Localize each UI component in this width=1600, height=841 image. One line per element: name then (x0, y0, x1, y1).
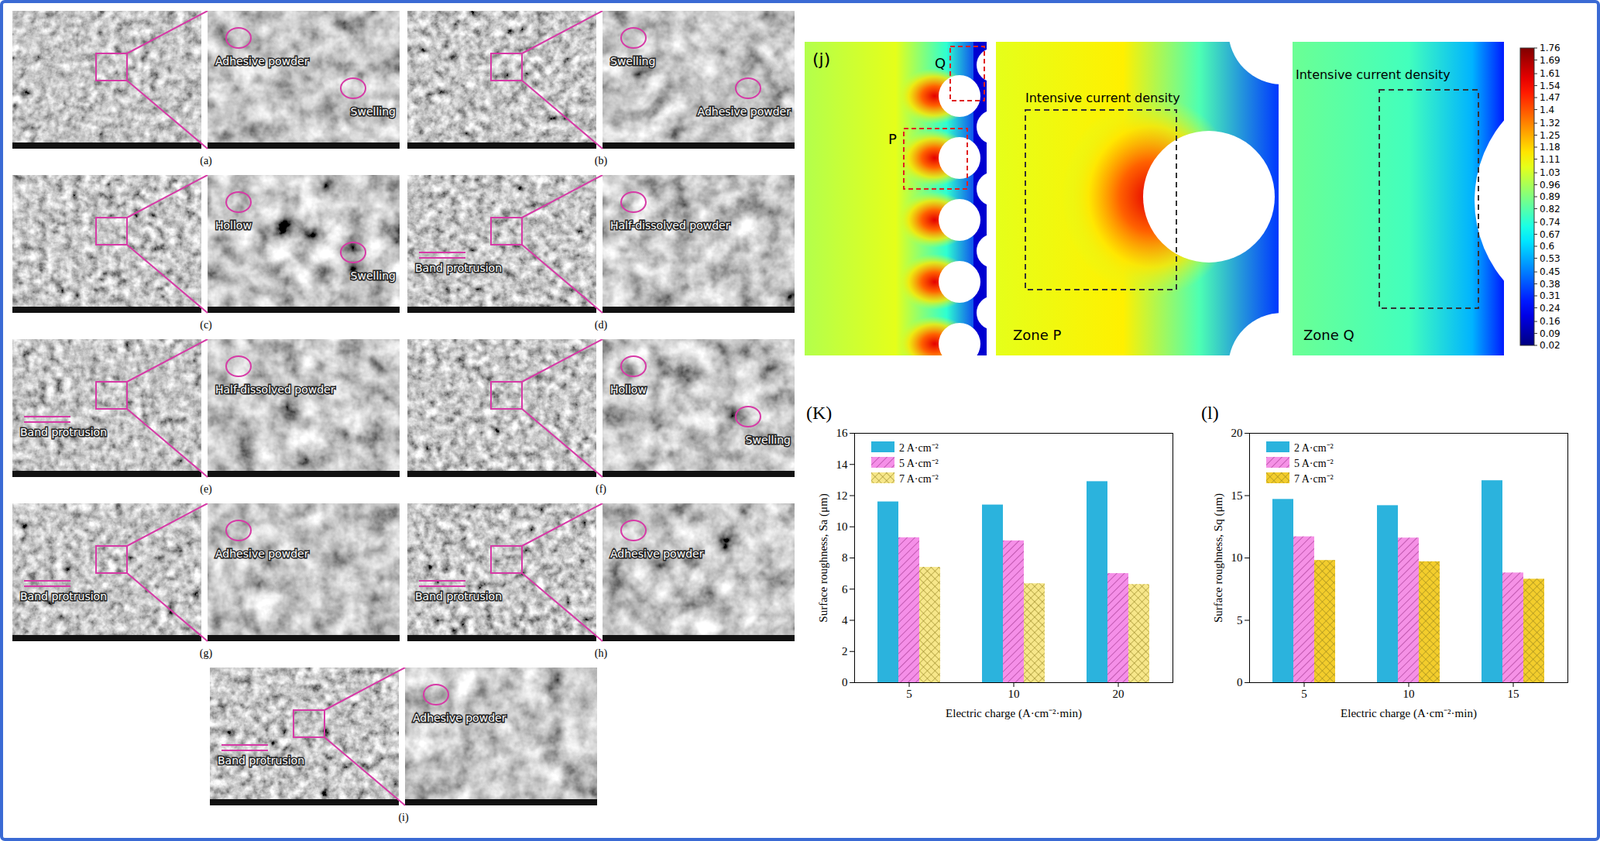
svg-text:Adhesive powder: Adhesive powder (215, 54, 310, 68)
svg-text:15: 15 (1507, 687, 1520, 701)
html-text:5 A·cm⁻²: 5 A·cm⁻² (899, 457, 939, 469)
svg-text:15: 15 (1231, 489, 1243, 502)
svg-text:0.24: 0.24 (1539, 302, 1561, 314)
svg-text:0.02: 0.02 (1539, 339, 1561, 351)
svg-text:Intensive current density: Intensive current density (1295, 67, 1451, 83)
svg-text:8: 8 (841, 551, 849, 564)
svg-text:Half-dissolved powder: Half-dissolved powder (610, 219, 731, 232)
html-text:7 A·cm⁻²: 7 A·cm⁻² (899, 472, 939, 485)
svg-text:Hollow: Hollow (610, 383, 647, 396)
svg-text:1.11: 1.11 (1539, 154, 1561, 165)
svg-text:6: 6 (841, 583, 849, 596)
svg-text:(e): (e) (199, 483, 213, 496)
html-text:2 A·cm⁻²: 2 A·cm⁻² (1294, 441, 1334, 454)
svg-text:(g): (g) (199, 647, 213, 660)
svg-text:5: 5 (1236, 614, 1243, 627)
svg-text:0.16: 0.16 (1539, 315, 1561, 327)
svg-text:Band protrusion: Band protrusion (217, 754, 305, 767)
svg-text:0.82: 0.82 (1539, 203, 1561, 215)
svg-text:(f): (f) (595, 483, 607, 496)
svg-text:Swelling: Swelling (610, 54, 656, 68)
svg-text:0.74: 0.74 (1539, 216, 1561, 228)
html-text:5 A·cm⁻²: 5 A·cm⁻² (1294, 457, 1334, 469)
svg-text:Swelling: Swelling (350, 269, 396, 282)
svg-text:1.03: 1.03 (1539, 167, 1561, 179)
svg-text:Q: Q (934, 54, 946, 72)
svg-text:Swelling: Swelling (350, 105, 396, 118)
svg-text:Swelling: Swelling (745, 433, 791, 447)
svg-text:0.45: 0.45 (1539, 266, 1561, 278)
svg-text:5: 5 (1301, 687, 1308, 701)
svg-text:0: 0 (841, 676, 849, 689)
svg-text:1.47: 1.47 (1539, 92, 1561, 104)
svg-text:20: 20 (1231, 426, 1243, 440)
svg-text:(c): (c) (199, 319, 213, 332)
svg-text:1.32: 1.32 (1539, 117, 1561, 129)
svg-text:0.6: 0.6 (1539, 240, 1555, 252)
svg-text:Band protrusion: Band protrusion (415, 590, 502, 603)
svg-text:Band protrusion: Band protrusion (20, 590, 107, 603)
html-text:(K): (K) (806, 402, 832, 423)
svg-text:2: 2 (841, 645, 849, 658)
svg-text:(h): (h) (594, 647, 608, 660)
svg-text:16: 16 (836, 426, 849, 440)
svg-text:(a): (a) (199, 154, 213, 168)
svg-text:12: 12 (836, 489, 849, 502)
svg-text:1.4: 1.4 (1539, 104, 1555, 116)
svg-text:P: P (888, 130, 897, 148)
svg-text:Electric charge (A·cm⁻²·min): Electric charge (A·cm⁻²·min) (1340, 707, 1477, 721)
svg-text:1.69: 1.69 (1539, 54, 1561, 66)
svg-text:10: 10 (1008, 687, 1020, 701)
svg-text:1.61: 1.61 (1539, 68, 1561, 79)
svg-text:5: 5 (906, 687, 913, 701)
svg-text:0.96: 0.96 (1539, 179, 1561, 191)
svg-text:Intensive current density: Intensive current density (1025, 90, 1181, 106)
html-text:2 A·cm⁻²: 2 A·cm⁻² (899, 441, 939, 454)
svg-text:1.25: 1.25 (1539, 130, 1561, 141)
html-text:7 A·cm⁻²: 7 A·cm⁻² (1294, 472, 1334, 485)
svg-text:14: 14 (836, 458, 849, 471)
svg-text:(j): (j) (812, 49, 831, 69)
svg-text:0.31: 0.31 (1539, 290, 1561, 302)
svg-text:0.89: 0.89 (1539, 191, 1561, 203)
svg-text:(b): (b) (594, 154, 608, 168)
svg-text:4: 4 (841, 614, 849, 627)
svg-text:Hollow: Hollow (215, 219, 252, 232)
svg-text:Electric charge (A·cm⁻²·min): Electric charge (A·cm⁻²·min) (945, 707, 1082, 721)
svg-text:Adhesive powder: Adhesive powder (412, 711, 507, 725)
svg-text:20: 20 (1112, 687, 1125, 701)
svg-text:(d): (d) (594, 319, 608, 332)
svg-text:(i): (i) (398, 811, 409, 825)
svg-text:Band protrusion: Band protrusion (415, 261, 502, 275)
svg-text:Surface roughness, Sq (μm): Surface roughness, Sq (μm) (1212, 493, 1226, 623)
svg-text:10: 10 (836, 520, 849, 533)
svg-text:1.54: 1.54 (1539, 80, 1561, 92)
svg-text:Half-dissolved powder: Half-dissolved powder (215, 383, 336, 396)
svg-text:Adhesive powder: Adhesive powder (215, 547, 310, 560)
svg-text:1.18: 1.18 (1539, 141, 1561, 153)
svg-text:0: 0 (1236, 676, 1243, 689)
svg-text:0.09: 0.09 (1539, 328, 1561, 340)
svg-text:Zone P: Zone P (1012, 326, 1062, 344)
svg-text:Adhesive powder: Adhesive powder (610, 547, 704, 560)
svg-text:Surface roughness, Sa (μm): Surface roughness, Sa (μm) (817, 493, 831, 622)
svg-text:0.53: 0.53 (1539, 253, 1561, 265)
svg-text:Band protrusion: Band protrusion (20, 425, 107, 439)
svg-text:10: 10 (1231, 551, 1243, 564)
svg-text:10: 10 (1403, 687, 1415, 701)
svg-text:0.38: 0.38 (1539, 278, 1561, 290)
svg-text:1.76: 1.76 (1539, 42, 1561, 54)
svg-text:Adhesive powder: Adhesive powder (697, 105, 792, 118)
svg-text:Zone Q: Zone Q (1303, 326, 1355, 344)
html-text:(l): (l) (1201, 402, 1219, 423)
svg-text:0.67: 0.67 (1539, 229, 1561, 241)
